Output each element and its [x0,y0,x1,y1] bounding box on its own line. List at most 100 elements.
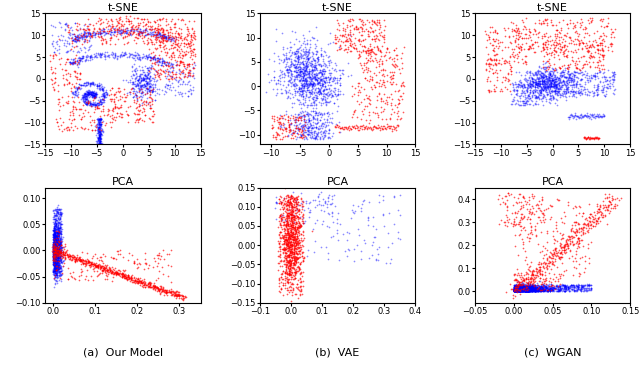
Point [49,261,60,267]
Point [145,28,156,35]
Point [81,99,92,105]
Point [163,30,173,36]
Point [537,74,547,80]
Point [543,84,554,91]
Point [285,204,296,210]
Point [159,30,169,36]
Point [516,286,527,292]
Point [152,58,163,64]
Point [591,111,602,118]
Point [516,286,526,293]
Point [50,242,60,248]
Point [564,285,574,291]
Point [518,286,529,292]
Point [276,86,287,92]
Point [51,209,61,215]
Point [349,125,360,131]
Point [177,26,187,32]
Point [531,284,541,290]
Point [50,257,60,263]
Point [324,130,334,136]
Point [60,250,70,257]
Point [526,283,536,289]
Point [292,97,303,103]
Point [284,284,294,290]
Point [378,212,388,218]
Point [324,77,334,83]
Point [143,31,154,37]
Point [523,214,533,220]
Point [573,235,584,242]
Point [591,220,601,226]
Point [49,245,60,251]
Point [53,269,63,275]
Point [516,286,526,293]
Point [176,59,186,65]
Point [522,285,532,291]
Point [282,239,292,245]
Point [293,49,303,55]
Point [49,245,60,251]
Point [289,68,299,74]
Point [580,43,590,49]
Point [552,286,563,292]
Point [49,232,60,238]
Point [285,238,296,245]
Point [531,285,541,291]
Point [62,251,72,257]
Point [539,286,549,293]
Point [83,99,93,106]
Point [79,94,90,100]
Point [282,222,292,228]
Point [549,88,559,94]
Point [95,124,106,131]
Point [292,82,302,88]
Point [510,285,520,291]
Point [137,102,147,108]
Point [68,61,78,67]
Point [122,90,132,96]
Point [512,285,522,291]
Point [93,82,104,88]
Point [51,234,61,240]
Point [365,24,376,30]
Point [590,115,600,121]
Point [568,113,579,119]
Point [522,288,532,294]
Point [538,286,548,292]
Point [149,76,159,82]
Point [136,71,147,78]
Point [99,99,109,105]
Point [335,67,346,73]
Point [532,281,543,288]
Point [51,241,61,247]
Point [511,286,522,292]
Point [359,60,369,66]
Point [556,25,566,31]
Point [146,64,156,70]
Point [102,267,113,273]
Point [49,250,59,256]
Point [129,93,139,99]
Point [509,287,520,293]
Point [568,20,579,26]
Point [305,60,315,66]
Point [143,281,154,287]
Point [129,61,139,67]
Point [523,288,533,294]
Point [518,286,528,292]
Point [564,283,575,289]
Point [90,102,100,108]
Point [332,17,342,23]
Point [547,228,557,234]
Point [509,219,519,225]
Point [299,72,309,78]
Point [531,80,541,86]
Point [367,77,378,83]
Point [75,82,85,88]
Point [293,199,303,205]
Point [310,134,320,140]
Point [298,255,308,261]
Point [525,288,535,294]
Point [562,241,572,247]
